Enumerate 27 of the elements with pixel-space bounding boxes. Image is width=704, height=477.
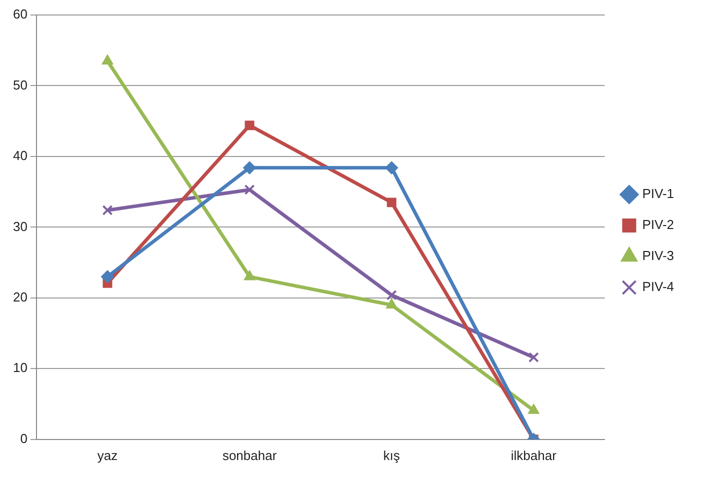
point — [102, 204, 113, 216]
point — [243, 161, 256, 174]
x-tick-label: yaz — [97, 448, 118, 463]
point — [386, 298, 398, 309]
y-tick-label: 60 — [12, 6, 28, 22]
y-tick-label: 10 — [12, 360, 28, 376]
point — [528, 404, 540, 414]
point — [386, 198, 396, 208]
point — [244, 120, 254, 130]
y-tick-label: 50 — [12, 77, 28, 92]
legend-label: PIV-3 — [642, 248, 674, 264]
point — [244, 270, 256, 280]
point — [100, 270, 114, 284]
point — [244, 184, 255, 195]
legend-label: PIV-2 — [642, 217, 674, 232]
legend-label: PIV-4 — [642, 279, 674, 294]
y-tick-label: 0 — [20, 430, 28, 446]
x-tick-label: ilkbahar — [510, 448, 558, 463]
point — [386, 290, 397, 300]
y-tick-label: 30 — [12, 218, 28, 234]
y-tick-label: 20 — [12, 290, 28, 305]
legend-label: PIV-1 — [642, 186, 674, 202]
point — [385, 161, 398, 174]
x-tick-label: sonbahar — [222, 448, 278, 463]
point — [528, 352, 539, 363]
y-tick-label: 40 — [12, 148, 28, 164]
x-tick-label: kış — [383, 448, 400, 463]
